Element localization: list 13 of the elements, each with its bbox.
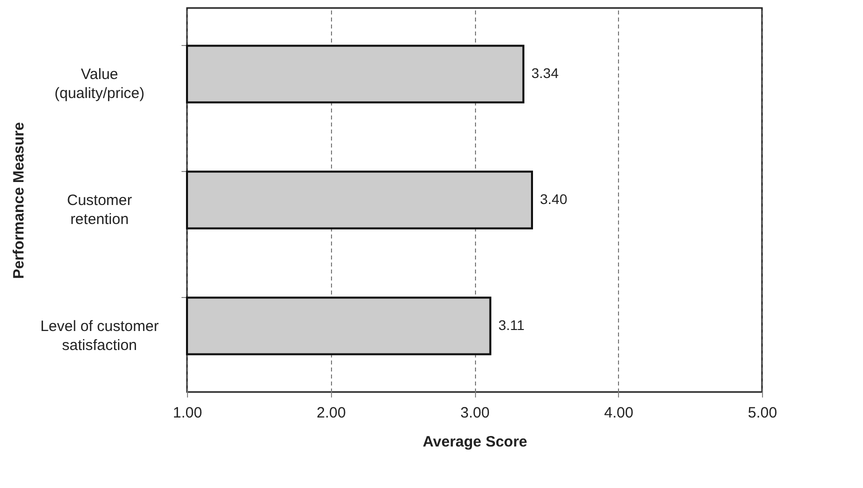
x-tick-label: 1.00 <box>172 404 202 422</box>
x-axis-title: Average Score <box>422 434 528 450</box>
x-tick-label: 2.00 <box>316 404 346 422</box>
y-tick-label: Value (quality/price) <box>54 66 145 102</box>
data-label: 3.34 <box>531 65 559 82</box>
y-axis-title: Performance Measure <box>10 122 28 279</box>
y-tick-label: Level of customer satisfaction <box>40 318 159 354</box>
x-tick-label: 3.00 <box>460 404 490 422</box>
x-tick-label: 4.00 <box>604 404 634 422</box>
data-label: 3.40 <box>540 191 568 207</box>
data-label: 3.11 <box>498 316 525 333</box>
y-tick-label: Customer retention <box>66 192 132 228</box>
x-tick-label: 5.00 <box>748 404 778 422</box>
